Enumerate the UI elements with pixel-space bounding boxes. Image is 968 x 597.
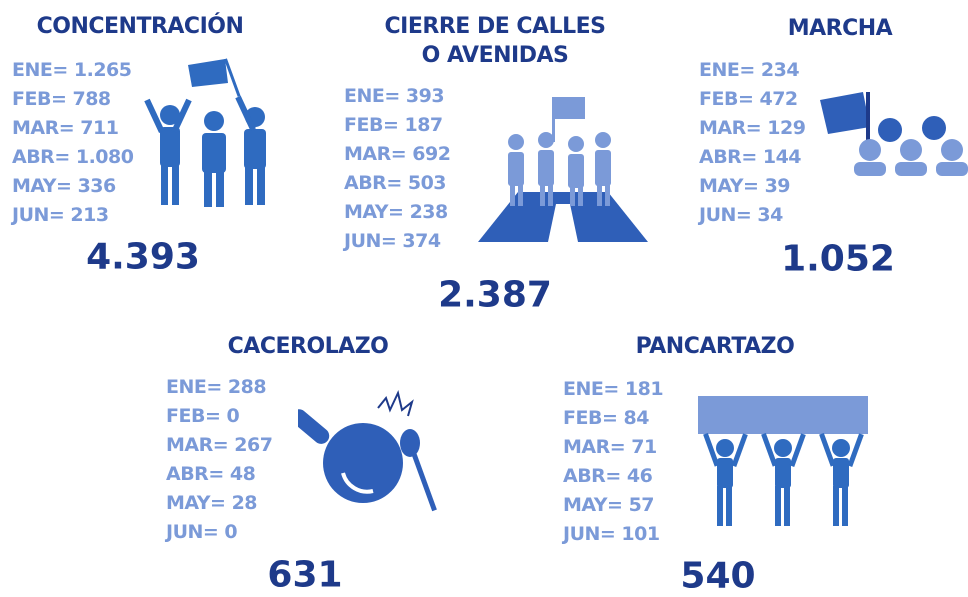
month-count: FEB= 472 [699,88,798,110]
panel-title: PANCARTAZO [635,334,795,359]
panel-total: 2.387 [438,274,552,316]
month-count: JUN= 34 [699,204,783,226]
month-count: JUN= 374 [344,230,441,252]
protest-icon [144,58,266,207]
month-count: FEB= 0 [166,405,240,427]
panel-total: 631 [267,554,343,596]
panel-total: 540 [680,555,756,597]
month-count: ABR= 1.080 [12,146,134,168]
month-count: ENE= 393 [344,85,445,107]
banner-icon [698,396,868,526]
road-icon [478,97,648,242]
month-count: ABR= 144 [699,146,802,168]
month-count: JUN= 0 [166,521,238,543]
march-icon [820,92,968,176]
month-count: ABR= 46 [563,465,653,487]
panel-title: CONCENTRACIÓN [36,14,244,39]
month-count: JUN= 101 [563,523,660,545]
panel-title: MARCHA [787,16,893,41]
month-count: ENE= 288 [166,376,267,398]
month-count: ENE= 181 [563,378,664,400]
month-count: MAR= 711 [12,117,119,139]
month-count: MAY= 28 [166,492,258,514]
month-count: MAY= 238 [344,201,448,223]
month-count: FEB= 788 [12,88,111,110]
panel-title: CIERRE DE CALLES O AVENIDAS [384,14,606,68]
month-count: MAR= 267 [166,434,273,456]
panel-title: CACEROLAZO [227,334,389,359]
month-count: ABR= 48 [166,463,256,485]
month-count: ENE= 234 [699,59,800,81]
month-count: MAY= 39 [699,175,791,197]
month-count: ABR= 503 [344,172,447,194]
month-count: MAR= 71 [563,436,657,458]
month-count: MAR= 129 [699,117,806,139]
panel-total: 4.393 [86,236,200,278]
pot-icon [298,389,437,512]
month-count: FEB= 187 [344,114,443,136]
month-count: MAY= 336 [12,175,116,197]
month-count: MAR= 692 [344,143,451,165]
month-count: JUN= 213 [12,204,109,226]
panel-total: 1.052 [781,238,895,280]
month-count: FEB= 84 [563,407,649,429]
month-count: ENE= 1.265 [12,59,132,81]
month-count: MAY= 57 [563,494,655,516]
